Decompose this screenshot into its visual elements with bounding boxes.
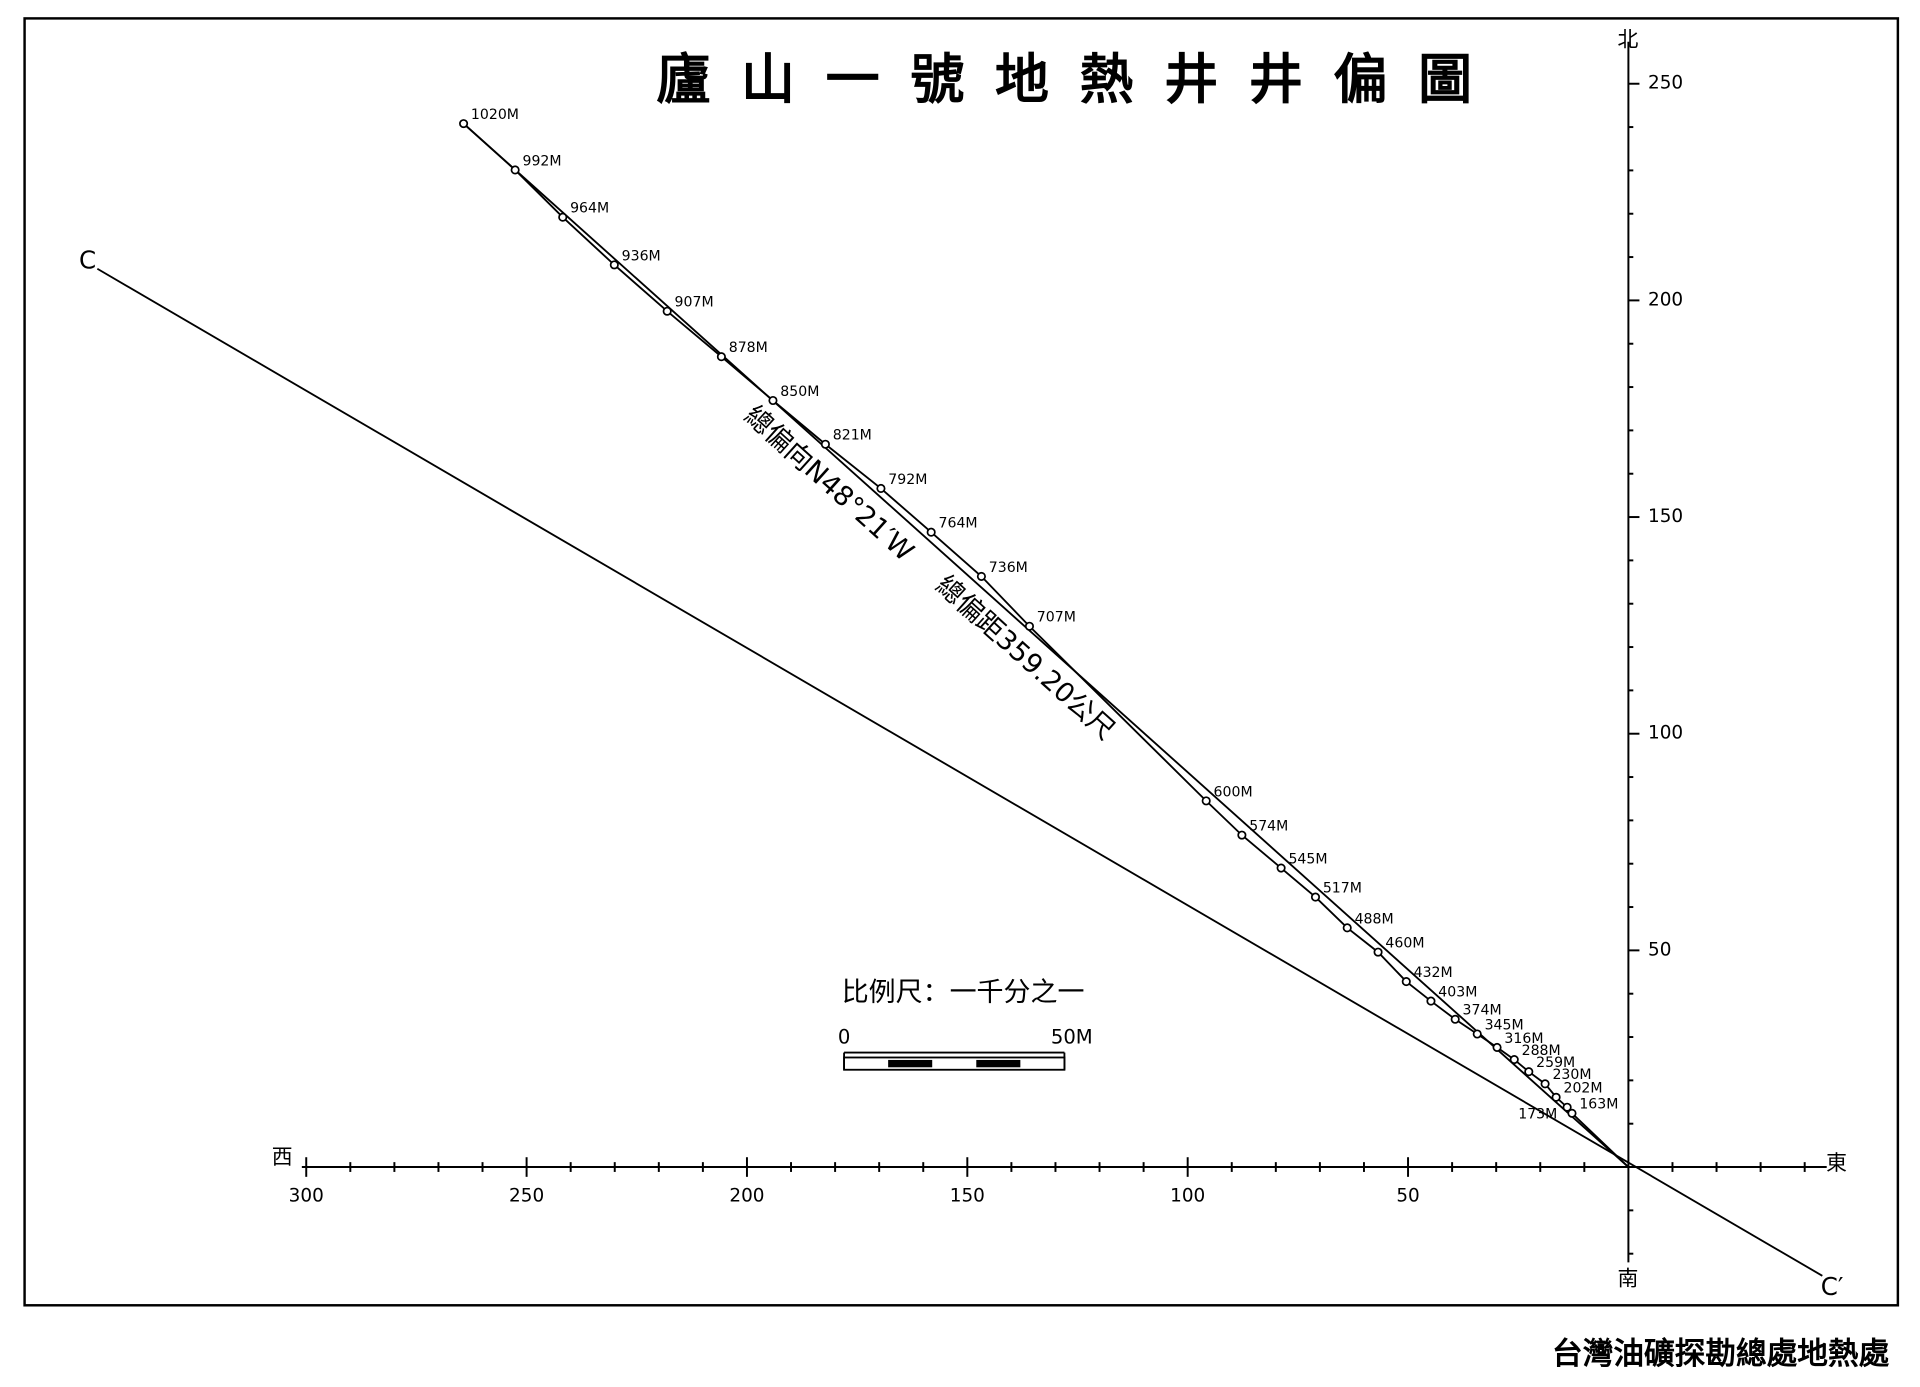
depth-point [1540,1079,1550,1089]
depth-point [1201,796,1211,806]
depth-point [768,395,778,406]
trajectory-start [1571,1112,1630,1168]
depth-point [1567,1108,1577,1118]
depth-label: 964M [570,201,609,217]
x-tick-label: 50 [1396,1185,1419,1206]
depth-label: 792M [888,472,927,488]
depth-point [1276,863,1286,873]
depth-label: 736M [989,560,1028,576]
depth-label: 574M [1249,819,1288,835]
total-displacement-line [462,122,1630,1168]
depth-point [662,306,672,316]
depth-label: 202M [1563,1081,1602,1097]
depth-label: 230M [1552,1067,1591,1083]
scale-tick-label: 50M [1051,1025,1093,1048]
depth-point [716,352,726,362]
depth-label: 764M [939,516,978,532]
depth-label: 460M [1385,936,1424,952]
x-tick-label: 150 [950,1185,985,1206]
depth-point [609,260,619,270]
depth-point [876,483,886,493]
depth-label: 403M [1438,984,1477,1000]
depth-label: 707M [1037,610,1076,626]
depth-label: 374M [1463,1003,1502,1019]
scale-label: 比例尺：一千分之一 [842,977,1085,1008]
x-tick-label: 200 [729,1185,764,1206]
chart-title: 廬山一號地熱井井偏圖 [656,48,1502,111]
depth-point [1509,1055,1519,1065]
depth-point [1401,977,1411,987]
depth-point [1342,923,1352,933]
y-tick-label: 150 [1648,506,1683,527]
section-label: C [79,245,96,274]
section-line [96,267,1823,1277]
depth-point [1472,1029,1482,1039]
depth-label: 316M [1504,1031,1543,1047]
footer: 台灣油礦探勘總處地熱處 [1552,1336,1890,1372]
depth-label: 345M [1485,1017,1524,1033]
depth-label: 600M [1214,784,1253,800]
depth-point [1492,1042,1502,1052]
y-tick-label: 200 [1648,289,1683,310]
depth-point [1524,1067,1534,1077]
frame [23,17,1900,1307]
depth-point [1310,892,1321,902]
section-label: C′ [1821,1272,1844,1301]
south-label: 南 [1618,1267,1639,1291]
depth-label: 163M [1579,1097,1618,1113]
depth-label: 850M [780,384,819,400]
y-tick-label: 250 [1648,73,1683,94]
depth-point [820,439,830,449]
scale-tick-label: 0 [838,1025,850,1048]
depth-label: 545M [1288,851,1327,867]
depth-point [558,212,568,222]
depth-label: 488M [1355,911,1394,927]
scale-bar [843,1056,1066,1071]
depth-point [1237,830,1247,840]
depth-point [976,571,986,581]
depth-point [1450,1014,1460,1024]
depth-label: 936M [622,248,661,264]
west-label: 西 [272,1145,293,1169]
scale-bar-segment [976,1059,1021,1068]
depth-point [1562,1102,1572,1112]
depth-label: 259M [1536,1055,1575,1071]
x-tick-label: 100 [1170,1185,1205,1206]
east-label: 東 [1826,1151,1847,1175]
depth-label: 173M [1518,1107,1557,1123]
depth-label: 992M [523,153,562,169]
depth-point [1373,947,1383,957]
depth-point [510,165,520,175]
depth-point [1024,621,1034,631]
depth-point [1551,1092,1561,1102]
depth-label: 1020M [471,107,519,123]
depth-point [1426,996,1436,1006]
x-tick-label: 250 [509,1185,544,1206]
depth-point [459,119,469,129]
depth-label: 517M [1323,880,1362,896]
depth-label: 878M [729,340,768,356]
distance-annotation: 總偏距359.20公尺 [930,570,1121,746]
y-tick-label: 100 [1648,723,1683,744]
depth-label: 432M [1414,965,1453,981]
depth-point [926,527,936,537]
y-tick-label: 50 [1648,939,1671,960]
depth-label: 907M [675,295,714,311]
x-tick-label: 300 [289,1185,324,1206]
depth-label: 288M [1522,1043,1561,1059]
scale-bar-segment [888,1059,933,1068]
depth-label: 821M [833,428,872,444]
north-label: 北 [1618,27,1639,51]
